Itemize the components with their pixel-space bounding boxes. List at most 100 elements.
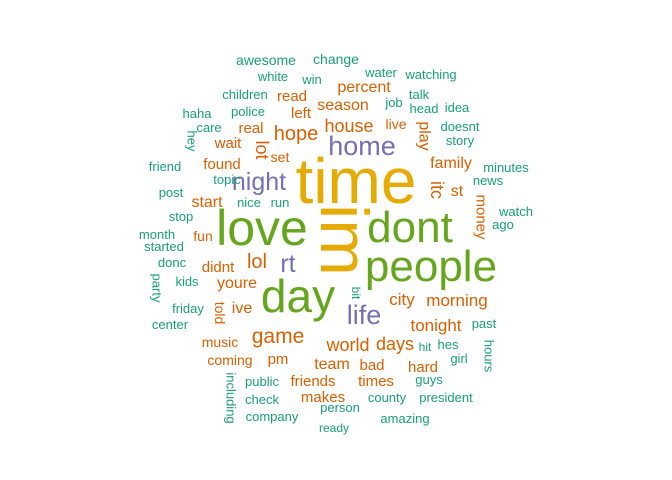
- cloud-word-topic: topic: [213, 172, 241, 187]
- cloud-word-person: person: [320, 400, 360, 415]
- cloud-word-awesome: awesome: [236, 52, 296, 68]
- cloud-word-post: post: [159, 185, 184, 200]
- cloud-word-dont: dont: [367, 203, 453, 252]
- cloud-word-news: news: [473, 173, 504, 188]
- cloud-word-im: im: [306, 204, 382, 276]
- cloud-word-haha: haha: [183, 106, 213, 121]
- cloud-word-run: run: [271, 195, 290, 210]
- cloud-word-live: live: [385, 116, 406, 132]
- cloud-word-police: police: [231, 104, 265, 119]
- cloud-word-hey: hey: [185, 131, 200, 152]
- cloud-word-told: told: [212, 302, 228, 325]
- cloud-word-money: money: [473, 194, 490, 240]
- cloud-word-job: job: [384, 95, 402, 110]
- cloud-word-including: including: [224, 372, 239, 423]
- cloud-word-found: found: [203, 156, 241, 173]
- cloud-word-hes: hes: [438, 337, 459, 352]
- cloud-word-left: left: [291, 105, 312, 122]
- cloud-word-makes: makes: [301, 389, 345, 406]
- cloud-word-children: children: [222, 87, 268, 102]
- cloud-word-story: story: [446, 133, 475, 148]
- cloud-word-doesnt: doesnt: [440, 119, 479, 134]
- cloud-word-change: change: [313, 51, 359, 67]
- cloud-word-friend: friend: [149, 159, 182, 174]
- cloud-word-morning: morning: [426, 291, 487, 310]
- cloud-word-itc: itc: [427, 181, 447, 199]
- cloud-word-day: day: [261, 270, 335, 322]
- cloud-word-hit: hit: [419, 340, 432, 354]
- cloud-word-play: play: [416, 121, 433, 150]
- cloud-word-music: music: [202, 334, 239, 350]
- cloud-word-lot: lot: [252, 140, 272, 159]
- cloud-word-season: season: [317, 97, 369, 114]
- cloud-word-bit: bit: [349, 287, 363, 300]
- cloud-word-win: win: [301, 72, 322, 87]
- cloud-word-hours: hours: [482, 340, 497, 373]
- cloud-word-house: house: [324, 116, 373, 136]
- cloud-word-talk: talk: [409, 87, 430, 102]
- cloud-word-donc: donc: [158, 255, 187, 270]
- cloud-word-team: team: [314, 356, 350, 373]
- cloud-word-hope: hope: [274, 123, 319, 145]
- cloud-word-set: set: [271, 149, 290, 165]
- cloud-word-city: city: [389, 290, 415, 309]
- cloud-word-bad: bad: [359, 357, 384, 374]
- cloud-word-hard: hard: [408, 359, 438, 376]
- cloud-word-read: read: [277, 88, 307, 105]
- cloud-word-water: water: [364, 65, 397, 80]
- cloud-word-family: family: [430, 155, 472, 172]
- cloud-word-days: days: [376, 334, 414, 354]
- cloud-word-watching: watching: [404, 67, 456, 82]
- cloud-word-game: game: [252, 325, 305, 348]
- cloud-word-start: start: [191, 194, 223, 211]
- cloud-word-love: love: [216, 200, 308, 256]
- cloud-word-people: people: [365, 242, 497, 291]
- cloud-word-friends: friends: [290, 373, 335, 390]
- cloud-word-life: life: [347, 300, 382, 330]
- cloud-word-care: care: [196, 120, 221, 135]
- cloud-word-time: time: [296, 145, 417, 217]
- cloud-word-amazing: amazing: [380, 411, 429, 426]
- cloud-word-check: check: [245, 392, 279, 407]
- cloud-word-county: county: [368, 390, 407, 405]
- cloud-word-head: head: [410, 101, 439, 116]
- cloud-word-ago: ago: [492, 217, 514, 232]
- cloud-word-stop: stop: [169, 209, 194, 224]
- cloud-word-ive: ive: [232, 300, 253, 317]
- cloud-word-guys: guys: [415, 372, 443, 387]
- cloud-word-month: month: [139, 227, 175, 242]
- cloud-word-girl: girl: [450, 351, 467, 366]
- cloud-word-percent: percent: [337, 79, 391, 96]
- cloud-word-coming: coming: [207, 352, 252, 368]
- cloud-word-home: home: [328, 131, 396, 161]
- cloud-word-idea: idea: [445, 100, 470, 115]
- cloud-word-center: center: [152, 317, 189, 332]
- cloud-word-lol: lol: [247, 251, 267, 273]
- cloud-word-company: company: [246, 409, 299, 424]
- cloud-word-past: past: [472, 316, 497, 331]
- cloud-word-fun: fun: [193, 228, 212, 244]
- cloud-word-party: party: [150, 274, 165, 303]
- cloud-word-white: white: [257, 69, 288, 84]
- cloud-word-youre: youre: [217, 275, 257, 292]
- cloud-word-world: world: [325, 335, 369, 355]
- cloud-word-public: public: [245, 374, 279, 389]
- cloud-word-wait: wait: [214, 135, 243, 152]
- cloud-word-president: president: [419, 390, 473, 405]
- cloud-word-nice: nice: [237, 195, 261, 210]
- cloud-word-pm: pm: [268, 351, 289, 368]
- cloud-word-rt: rt: [280, 250, 295, 278]
- cloud-word-friday: friday: [172, 301, 204, 316]
- cloud-word-didnt: didnt: [202, 259, 235, 276]
- cloud-word-st: st: [451, 183, 464, 200]
- cloud-word-night: night: [232, 168, 286, 196]
- cloud-word-times: times: [358, 373, 394, 390]
- cloud-word-watch: watch: [498, 204, 533, 219]
- cloud-word-kids: kids: [175, 274, 199, 289]
- cloud-word-ready: ready: [319, 421, 349, 435]
- cloud-word-tonight: tonight: [410, 316, 461, 335]
- cloud-word-minutes: minutes: [483, 160, 529, 175]
- cloud-word-started: started: [144, 239, 184, 254]
- cloud-word-real: real: [238, 120, 263, 137]
